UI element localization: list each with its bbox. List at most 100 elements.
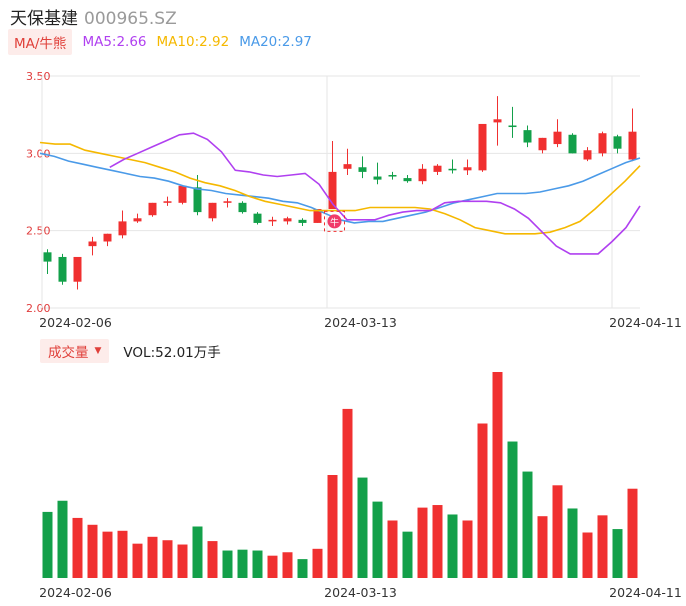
- volume-bar: [387, 520, 398, 578]
- volume-bar: [57, 500, 68, 578]
- volume-legend: 成交量 ▼ VOL:52.01万手: [40, 339, 221, 363]
- volume-bar: [567, 508, 578, 578]
- candle-body: [73, 256, 82, 282]
- x-tick-label: 2024-02-06: [39, 585, 112, 600]
- bull-marker-icon: [327, 214, 342, 229]
- candle-body: [88, 241, 97, 247]
- volume-bar: [612, 529, 623, 578]
- volume-bar: [537, 516, 548, 578]
- volume-bar: [372, 501, 383, 578]
- ma5-line: [109, 132, 641, 255]
- stock-code: 000965.SZ: [84, 9, 177, 29]
- y-tick-label: 3.50: [26, 70, 51, 83]
- volume-bar: [102, 531, 113, 578]
- ma5-label: MA5:2.66: [82, 34, 147, 50]
- volume-bar: [72, 517, 83, 578]
- candle-body: [493, 119, 502, 123]
- candle-body: [43, 252, 52, 262]
- volume-value: VOL:52.01万手: [123, 345, 221, 361]
- volume-bar: [462, 520, 473, 578]
- candle-body: [403, 178, 412, 182]
- ma-indicator-selector[interactable]: MA/牛熊: [8, 29, 73, 55]
- bull-marker-frame: [324, 210, 345, 232]
- volume-bar: [282, 552, 293, 578]
- candle-body: [208, 202, 217, 219]
- candle-body: [418, 168, 427, 182]
- candle-body: [523, 130, 532, 143]
- volume-bar: [477, 423, 488, 578]
- volume-bar: [192, 526, 203, 578]
- volume-bar: [417, 507, 428, 578]
- candle-body: [448, 168, 457, 171]
- volume-bar: [42, 511, 53, 578]
- candle-body: [583, 150, 592, 160]
- x-tick-label: 2024-02-06: [39, 315, 112, 330]
- candle-body: [358, 167, 367, 172]
- candle-body: [163, 201, 172, 203]
- ma-legend: MA/牛熊 MA5:2.66 MA10:2.92 MA20:2.97: [8, 29, 312, 55]
- candle-body: [298, 219, 307, 223]
- volume-bar: [132, 543, 143, 578]
- candle-body: [268, 219, 277, 222]
- ma20-label: MA20:2.97: [239, 34, 312, 50]
- volume-bar: [627, 488, 638, 578]
- y-tick-label: 2.50: [26, 225, 51, 238]
- title-row: 天保基建 000965.SZ: [10, 4, 177, 30]
- candle-body: [118, 221, 127, 236]
- volume-bar: [312, 548, 323, 578]
- volume-bar: [252, 550, 263, 578]
- candle-body: [553, 131, 562, 145]
- y-tick-label: 3.00: [26, 147, 51, 160]
- candle-body: [223, 201, 232, 203]
- volume-bar: [447, 514, 458, 578]
- volume-bar: [357, 477, 368, 578]
- candle-body: [193, 187, 202, 213]
- candle-body: [568, 134, 577, 154]
- candle-body: [133, 218, 142, 222]
- volume-bar: [222, 550, 233, 578]
- candle-body: [433, 165, 442, 172]
- volume-tag-label: 成交量: [48, 345, 89, 361]
- volume-indicator-selector[interactable]: 成交量 ▼: [40, 339, 110, 363]
- candle-body: [463, 167, 472, 171]
- candle-body: [613, 136, 622, 149]
- x-tick-label: 2024-03-13: [324, 315, 397, 330]
- x-tick-label: 2024-04-11: [609, 315, 682, 330]
- ma10-label: MA10:2.92: [156, 34, 230, 50]
- ma10-line: [39, 141, 641, 235]
- candle-body: [478, 123, 487, 171]
- stock-name: 天保基建: [10, 9, 78, 29]
- volume-bar: [492, 372, 503, 578]
- volume-bar: [552, 485, 563, 578]
- volume-bar: [87, 524, 98, 578]
- volume-bar: [267, 555, 278, 578]
- volume-bar: [162, 540, 173, 578]
- candle-body: [148, 202, 157, 216]
- candle-body: [58, 256, 67, 282]
- volume-bar: [117, 530, 128, 578]
- candle-body: [328, 171, 337, 210]
- candle-body: [538, 137, 547, 151]
- volume-bar: [432, 505, 443, 578]
- candle-body: [388, 174, 397, 177]
- x-tick-label: 2024-03-13: [324, 585, 397, 600]
- volume-bar: [507, 441, 518, 578]
- candle-body: [508, 125, 517, 128]
- candle-body: [598, 133, 607, 154]
- volume-bar: [597, 515, 608, 578]
- candle-body: [628, 131, 637, 160]
- candle-body: [343, 164, 352, 169]
- volume-bar: [342, 408, 353, 578]
- volume-bar: [237, 549, 248, 578]
- candle-body: [283, 218, 292, 222]
- volume-bar: [147, 536, 158, 578]
- candle-body: [253, 213, 262, 223]
- volume-bar: [402, 531, 413, 578]
- volume-bar: [297, 559, 308, 578]
- x-tick-label: 2024-04-11: [609, 585, 682, 600]
- candle-body: [373, 176, 382, 180]
- volume-bar: [177, 544, 188, 578]
- bull-marker-label: 牛: [330, 216, 339, 228]
- candle-body: [103, 233, 112, 242]
